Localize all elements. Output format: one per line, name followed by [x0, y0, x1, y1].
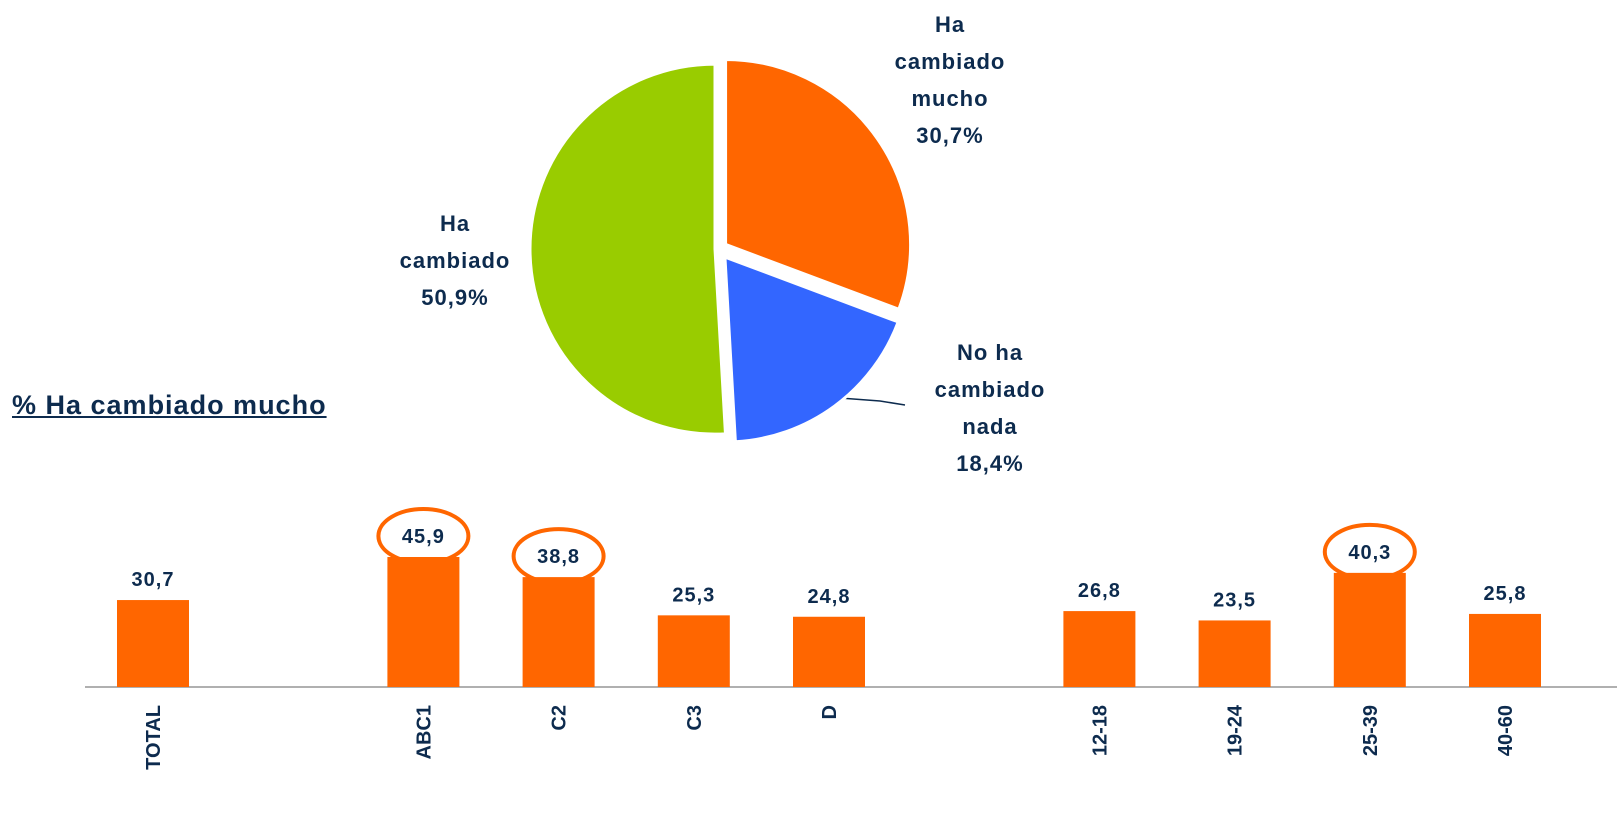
value-label: 25,3	[672, 584, 715, 606]
value-label: 40,3	[1348, 542, 1391, 564]
x-tick-label: 12-18	[1089, 705, 1111, 756]
highlight-circle	[1322, 522, 1417, 581]
value-label: 24,8	[808, 586, 851, 608]
value-label: 30,7	[132, 569, 175, 591]
value-label: 25,8	[1484, 583, 1527, 605]
pie-label: Ha cambiado 50,9%	[395, 205, 515, 316]
pie-slice	[528, 62, 728, 436]
highlight-circle	[511, 527, 606, 586]
highlight-circle	[376, 507, 471, 565]
value-label: 38,8	[537, 546, 580, 568]
x-tick-label: 25-39	[1360, 705, 1382, 756]
bar	[1333, 572, 1406, 687]
x-tick-label: C2	[549, 705, 571, 731]
bar	[1063, 611, 1136, 687]
pie-slice	[723, 254, 901, 444]
slice-value: 18,4%	[956, 451, 1024, 476]
slice-value: 50,9%	[421, 285, 489, 310]
pie-label: No ha cambiado nada 18,4%	[930, 334, 1050, 482]
x-tick-label: 19-24	[1225, 704, 1247, 756]
bar	[522, 577, 595, 687]
leader-line	[839, 397, 906, 406]
bar	[793, 616, 865, 687]
bar	[657, 615, 730, 687]
bar	[387, 557, 460, 687]
value-label: 26,8	[1078, 580, 1121, 602]
slice-name: No ha cambiado nada	[934, 340, 1046, 439]
slice-name: Ha cambiado	[399, 211, 511, 273]
x-tick-label: D	[819, 705, 841, 719]
x-tick-label: TOTAL	[143, 705, 165, 770]
bar	[1198, 620, 1271, 687]
x-tick-label: 40-60	[1495, 705, 1517, 756]
pie-slice	[724, 57, 913, 312]
subtitle: % Ha cambiado mucho	[12, 390, 327, 420]
slice-value: 30,7%	[916, 123, 984, 148]
x-tick-label: C3	[684, 705, 706, 731]
bar	[1469, 613, 1541, 687]
value-label: 23,5	[1213, 589, 1256, 611]
pie-label: Ha cambiado mucho 30,7%	[890, 6, 1010, 154]
value-label: 45,9	[402, 526, 445, 548]
x-tick-label: ABC1	[413, 705, 435, 759]
slice-name: Ha cambiado mucho	[894, 12, 1006, 111]
bar	[117, 600, 189, 687]
